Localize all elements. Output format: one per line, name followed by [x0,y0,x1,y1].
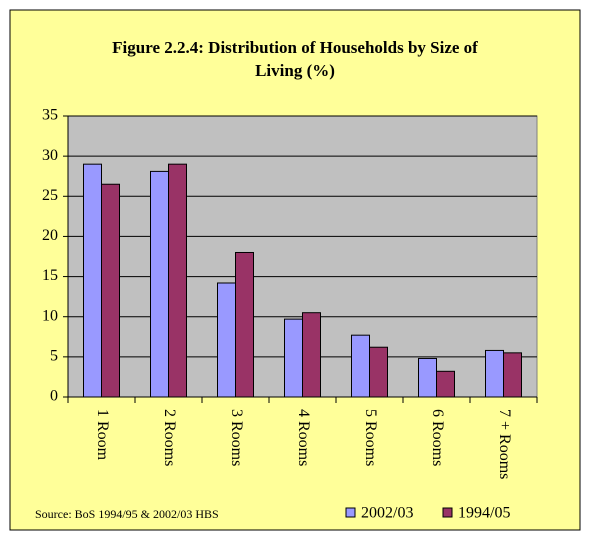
x-tick-label: 4 Rooms [295,409,312,466]
x-tick-label: 7 + Rooms [496,409,513,479]
chart-title: Figure 2.2.4: Distribution of Households… [112,38,478,80]
bar [101,183,120,398]
y-tick-label: 0 [50,388,58,405]
legend-swatch [442,507,453,518]
bar [168,163,187,398]
y-tick-label: 20 [42,227,58,244]
x-labels: 1 Room 2 Rooms 3 Rooms 4 Rooms 5 Rooms 6 Room… [94,409,513,479]
bar [436,370,455,398]
legend-swatch [345,507,356,518]
legend-label: 1994/05 [458,505,510,522]
y-tick-label: 10 [42,307,58,324]
bar [217,282,236,398]
bar [418,357,437,398]
legend-label: 2002/03 [361,505,413,522]
bar [351,334,370,398]
source-note: Source: BoS 1994/95 & 2002/03 HBS [35,507,219,521]
x-tick-label: 2 Rooms [161,409,178,466]
bar [369,346,388,398]
y-tick-label: 15 [42,267,58,284]
bar [284,318,303,398]
y-tick-label: 25 [42,187,58,204]
x-tick-label: 3 Rooms [228,409,245,466]
y-tick-label: 5 [50,348,58,365]
x-tick-label: 1 Room [94,409,111,461]
bar [83,163,102,398]
x-tick-label: 5 Rooms [362,409,379,466]
x-tick-label: 6 Rooms [429,409,446,466]
bar [503,352,522,398]
y-tick-label: 35 [42,107,58,124]
bar [485,349,504,398]
bar [150,170,169,398]
bar [235,251,254,398]
bar [302,312,321,398]
y-tick-label: 30 [42,147,58,164]
